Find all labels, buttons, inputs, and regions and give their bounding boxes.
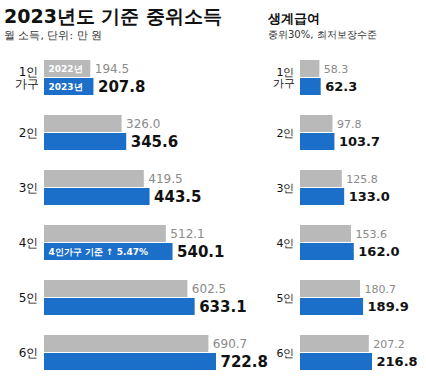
svg-text:97.8: 97.8: [337, 118, 362, 131]
svg-text:194.5: 194.5: [95, 62, 129, 76]
svg-text:6인: 6인: [277, 347, 295, 360]
svg-text:189.9: 189.9: [368, 299, 409, 314]
html-text:월 소득, 단위: 만 원: 월 소득, 단위: 만 원: [4, 29, 103, 42]
svg-text:690.7: 690.7: [213, 337, 247, 351]
svg-text:2인: 2인: [19, 126, 39, 140]
html-text:2023년도 기준 중위소득: 2023년도 기준 중위소득: [4, 5, 223, 27]
svg-text:602.5: 602.5: [192, 282, 226, 296]
svg-text:326.0: 326.0: [126, 117, 160, 131]
svg-text:419.5: 419.5: [148, 172, 182, 186]
svg-text:2022년: 2022년: [49, 64, 83, 74]
svg-text:103.7: 103.7: [339, 134, 380, 149]
svg-text:1인가구: 1인가구: [273, 66, 295, 90]
svg-text:3인: 3인: [19, 181, 39, 195]
svg-text:6인: 6인: [19, 346, 39, 360]
svg-text:207.2: 207.2: [373, 338, 405, 351]
svg-text:722.8: 722.8: [221, 353, 268, 371]
svg-text:125.8: 125.8: [346, 173, 378, 186]
svg-text:58.3: 58.3: [324, 63, 349, 76]
svg-text:5인: 5인: [277, 292, 295, 305]
svg-text:153.6: 153.6: [356, 228, 388, 241]
svg-text:216.8: 216.8: [377, 354, 418, 369]
svg-text:2인: 2인: [277, 127, 295, 140]
svg-text:4인: 4인: [277, 237, 295, 250]
svg-text:633.1: 633.1: [199, 298, 246, 316]
svg-text:540.1: 540.1: [177, 243, 224, 261]
svg-text:4인: 4인: [19, 236, 39, 250]
svg-text:443.5: 443.5: [154, 188, 201, 206]
html-text:중위30%, 최저보장수준: 중위30%, 최저보장수준: [268, 29, 377, 40]
svg-text:345.6: 345.6: [131, 133, 178, 151]
svg-text:162.0: 162.0: [358, 244, 399, 259]
svg-text:2023년: 2023년: [49, 82, 83, 92]
svg-text:62.3: 62.3: [325, 79, 357, 94]
svg-text:4인가구 기준 ↑ 5.47%: 4인가구 기준 ↑ 5.47%: [49, 247, 148, 257]
svg-text:3인: 3인: [277, 182, 295, 195]
html-text:생계급여: 생계급여: [268, 11, 320, 26]
svg-text:1인가구: 1인가구: [15, 65, 39, 91]
svg-text:207.8: 207.8: [98, 78, 145, 96]
svg-text:180.7: 180.7: [365, 283, 397, 296]
svg-text:512.1: 512.1: [170, 227, 204, 241]
svg-text:133.0: 133.0: [349, 189, 390, 204]
svg-text:5인: 5인: [19, 291, 39, 305]
